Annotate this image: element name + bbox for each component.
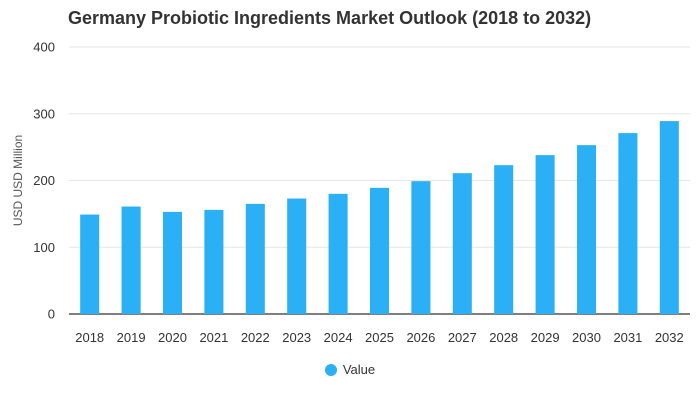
bar — [659, 121, 679, 314]
bar — [80, 214, 100, 314]
y-tick-labels: 0 100 200 300 400 — [33, 40, 55, 322]
bar — [411, 181, 431, 314]
x-tick-label: 2024 — [324, 330, 353, 345]
y-axis-title: USD USD Million — [11, 135, 25, 226]
x-tick-label: 2020 — [158, 330, 187, 345]
y-tick-label: 200 — [33, 173, 55, 188]
x-tick-labels: 2018 2019 2020 2021 2022 2023 2024 2025 2026 2027… — [75, 330, 684, 345]
x-tick-label: 2018 — [75, 330, 104, 345]
x-tick-label: 2027 — [448, 330, 477, 345]
x-tick-label: 2023 — [282, 330, 311, 345]
bar — [535, 155, 555, 314]
y-tick-label: 0 — [48, 307, 55, 322]
bar — [576, 145, 597, 314]
chart-title: Germany Probiotic Ingredients Market Out… — [68, 8, 592, 28]
bar — [328, 193, 348, 314]
x-tick-label: 2032 — [655, 330, 684, 345]
bar — [494, 165, 514, 314]
bar — [452, 173, 472, 314]
legend: Value — [0, 362, 700, 377]
y-tick-label: 100 — [33, 240, 55, 255]
x-tick-label: 2028 — [489, 330, 518, 345]
bar — [287, 198, 307, 314]
bar — [162, 211, 183, 314]
x-tick-label: 2021 — [199, 330, 228, 345]
bar — [204, 209, 224, 314]
x-tick-label: 2030 — [572, 330, 601, 345]
bars — [80, 121, 679, 314]
bar — [369, 187, 390, 314]
x-tick-label: 2019 — [117, 330, 146, 345]
x-tick-label: 2026 — [406, 330, 435, 345]
y-tick-label: 400 — [33, 40, 55, 55]
x-tick-label: 2029 — [531, 330, 560, 345]
legend-label: Value — [342, 362, 376, 377]
x-tick-label: 2022 — [241, 330, 270, 345]
x-tick-label: 2031 — [613, 330, 642, 345]
legend-swatch — [324, 363, 337, 376]
bar — [121, 206, 141, 314]
y-tick-label: 300 — [33, 106, 55, 121]
bar — [618, 133, 638, 314]
bar — [245, 203, 265, 314]
x-tick-label: 2025 — [365, 330, 394, 345]
